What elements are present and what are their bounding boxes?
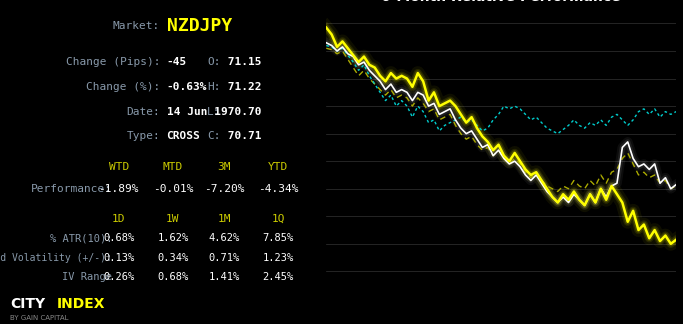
Text: Change (Pips):: Change (Pips): xyxy=(66,57,161,67)
Text: 1.41%: 1.41% xyxy=(208,272,240,282)
Text: Performance:: Performance: xyxy=(31,184,112,194)
Text: 71.22: 71.22 xyxy=(221,82,262,92)
Text: 1W: 1W xyxy=(166,214,180,224)
Text: O:: O: xyxy=(208,57,221,67)
Text: 1M: 1M xyxy=(217,214,231,224)
Text: Market:: Market: xyxy=(113,21,161,31)
Text: 1Q: 1Q xyxy=(272,214,285,224)
Text: % ATR(10):: % ATR(10): xyxy=(50,233,112,243)
Text: -7.20%: -7.20% xyxy=(204,184,245,194)
Text: 2.45%: 2.45% xyxy=(263,272,294,282)
Text: 0.71%: 0.71% xyxy=(208,253,240,262)
Text: CROSS: CROSS xyxy=(167,132,200,141)
Text: INDEX: INDEX xyxy=(57,297,105,311)
Text: WTD: WTD xyxy=(109,162,129,172)
Text: 0.68%: 0.68% xyxy=(157,272,189,282)
Title: 6-Month Relative Performance: 6-Month Relative Performance xyxy=(381,0,621,5)
Text: 1.23%: 1.23% xyxy=(263,253,294,262)
Text: CITY: CITY xyxy=(10,297,45,311)
Text: 7.85%: 7.85% xyxy=(263,233,294,243)
Text: 70.70: 70.70 xyxy=(221,107,262,117)
Text: YTD: YTD xyxy=(268,162,288,172)
Text: NZDJPY: NZDJPY xyxy=(167,17,232,35)
Text: 71.15: 71.15 xyxy=(221,57,262,67)
Text: -45: -45 xyxy=(167,57,187,67)
Text: 3M: 3M xyxy=(217,162,231,172)
Text: BY GAIN CAPITAL: BY GAIN CAPITAL xyxy=(10,315,69,321)
Text: -4.34%: -4.34% xyxy=(258,184,298,194)
Text: 0.26%: 0.26% xyxy=(103,272,135,282)
Text: H:: H: xyxy=(208,82,221,92)
Text: 14 Jun 19: 14 Jun 19 xyxy=(167,107,227,117)
Text: IV Range: IV Range xyxy=(62,272,112,282)
Text: 4.62%: 4.62% xyxy=(208,233,240,243)
Text: Date:: Date: xyxy=(126,107,161,117)
Text: Implied Volatility (+/-):: Implied Volatility (+/-): xyxy=(0,253,112,262)
Text: MTD: MTD xyxy=(163,162,183,172)
Text: Change (%):: Change (%): xyxy=(86,82,161,92)
Text: 70.71: 70.71 xyxy=(221,132,262,141)
Text: 0.13%: 0.13% xyxy=(103,253,135,262)
Text: 0.34%: 0.34% xyxy=(157,253,189,262)
Text: 1D: 1D xyxy=(112,214,126,224)
Text: L:: L: xyxy=(208,107,221,117)
Text: C:: C: xyxy=(208,132,221,141)
Text: -0.63%: -0.63% xyxy=(167,82,207,92)
Text: Type:: Type: xyxy=(126,132,161,141)
Text: -1.89%: -1.89% xyxy=(98,184,139,194)
Text: 0.68%: 0.68% xyxy=(103,233,135,243)
Legend: NZDJPY, NZDUSD, NZDAUD, NZDCHF: NZDJPY, NZDUSD, NZDAUD, NZDCHF xyxy=(0,323,292,324)
Text: -0.01%: -0.01% xyxy=(153,184,193,194)
Text: 1.62%: 1.62% xyxy=(157,233,189,243)
